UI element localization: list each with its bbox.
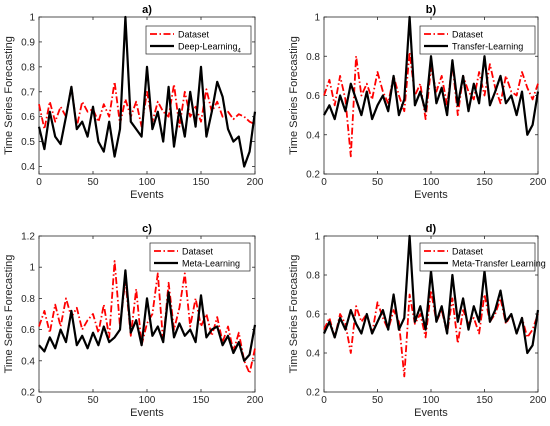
legend: Dataset Meta-Learning bbox=[149, 242, 251, 272]
y-tick-label: 0.8 bbox=[21, 62, 35, 73]
y-tick-label: 0.6 bbox=[21, 325, 35, 336]
y-tick-label: 0.8 bbox=[306, 271, 320, 282]
x-tick-label: 200 bbox=[247, 395, 264, 406]
panel-title: b) bbox=[426, 4, 437, 16]
x-tick-label: 0 bbox=[36, 177, 42, 188]
y-tick-label: 0.9 bbox=[21, 37, 35, 48]
x-axis-label: Events bbox=[130, 407, 164, 419]
y-axis-label: Time Series Forecasting bbox=[3, 36, 15, 155]
y-tick-label: 1 bbox=[29, 263, 35, 274]
legend-label: Dataset bbox=[452, 30, 484, 40]
y-tick-label: 0.4 bbox=[306, 130, 320, 141]
x-axis-label: Events bbox=[414, 189, 448, 201]
series-line-transfer-learning bbox=[323, 15, 540, 136]
x-tick-label: 100 bbox=[423, 395, 440, 406]
y-axis-label: Time Series Forecasting bbox=[288, 36, 300, 155]
x-tick-label: 0 bbox=[36, 395, 42, 406]
y-tick-label: 0.8 bbox=[21, 294, 35, 305]
x-tick-label: 50 bbox=[372, 395, 384, 406]
chart-panel-4: 0 50 100 150 200 0.2 0.4 0.6 0.8 1 d) Events Time Se… bbox=[288, 223, 547, 419]
legend-label-subscript: 4 bbox=[238, 49, 242, 55]
y-tick-label: 0.6 bbox=[21, 112, 35, 123]
series-line-meta-learning bbox=[38, 269, 257, 362]
x-tick-label: 0 bbox=[321, 177, 327, 188]
y-tick-label: 0.4 bbox=[306, 349, 320, 360]
y-tick-label: 0.4 bbox=[21, 356, 35, 367]
series-line-dataset bbox=[38, 260, 256, 375]
y-tick-label: 1 bbox=[314, 13, 320, 24]
panel-title: a) bbox=[142, 4, 152, 16]
legend-label: Meta-Learning bbox=[182, 259, 240, 269]
x-tick-label: 0 bbox=[321, 395, 327, 406]
y-tick-label: 0.2 bbox=[306, 388, 320, 399]
chart-panel-3: 0 50 100 150 200 0.2 0.4 0.6 0.8 1 1.2 c) Events Time… bbox=[3, 223, 264, 419]
x-tick-label: 100 bbox=[139, 395, 156, 406]
y-tick-label: 1.2 bbox=[21, 232, 35, 243]
chart-panel-2: 0 50 100 150 200 0.2 0.4 0.6 0.8 1 b) Events Time Se… bbox=[288, 4, 547, 201]
series-line-deep-learning bbox=[37, 15, 257, 168]
x-tick-label: 100 bbox=[423, 177, 440, 188]
y-tick-label: 0.2 bbox=[306, 170, 320, 181]
x-tick-label: 200 bbox=[247, 177, 264, 188]
x-tick-label: 150 bbox=[476, 395, 493, 406]
legend-label: Deep-Learning4 bbox=[178, 42, 242, 55]
legend-label: Dataset bbox=[452, 247, 484, 257]
legend-label: Dataset bbox=[178, 30, 210, 40]
y-tick-label: 0.7 bbox=[21, 87, 35, 98]
x-tick-label: 150 bbox=[476, 177, 493, 188]
x-tick-label: 200 bbox=[530, 395, 547, 406]
chart-panel-1: 0 50 100 150 200 0.4 0.5 0.6 0.7 0.8 0.9 1 a) Events T… bbox=[3, 4, 264, 201]
legend-box bbox=[419, 242, 536, 272]
x-tick-label: 150 bbox=[193, 395, 210, 406]
legend: Dataset Meta-Transfer Learning bbox=[419, 242, 546, 272]
legend-box bbox=[145, 25, 252, 55]
legend-label: Meta-Transfer Learning bbox=[452, 259, 546, 269]
legend: Dataset Transfer-Learning bbox=[419, 25, 536, 55]
y-tick-label: 0.6 bbox=[306, 91, 320, 102]
x-tick-label: 200 bbox=[530, 177, 547, 188]
y-axis-label: Time Series Forecasting bbox=[3, 255, 15, 374]
y-tick-label: 0.4 bbox=[21, 162, 35, 173]
y-tick-label: 0.8 bbox=[306, 52, 320, 63]
panel-title: c) bbox=[142, 223, 152, 235]
legend-label: Transfer-Learning bbox=[452, 42, 523, 52]
y-tick-label: 0.5 bbox=[21, 137, 35, 148]
legend-label: Dataset bbox=[182, 247, 214, 257]
x-tick-label: 50 bbox=[372, 177, 384, 188]
legend: Dataset Deep-Learning4 bbox=[145, 25, 252, 55]
x-tick-label: 50 bbox=[87, 177, 99, 188]
y-axis-label: Time Series Forecasting bbox=[288, 255, 300, 374]
x-axis-label: Events bbox=[414, 407, 448, 419]
x-tick-label: 100 bbox=[139, 177, 156, 188]
x-tick-label: 50 bbox=[87, 395, 99, 406]
y-tick-label: 0.6 bbox=[306, 310, 320, 321]
x-axis-label: Events bbox=[130, 189, 164, 201]
y-tick-label: 1 bbox=[29, 13, 35, 24]
y-tick-label: 1 bbox=[314, 232, 320, 243]
x-tick-label: 150 bbox=[193, 177, 210, 188]
y-tick-label: 0.2 bbox=[21, 388, 35, 399]
legend-box bbox=[149, 242, 251, 272]
panel-title: d) bbox=[426, 223, 437, 235]
series-line-dataset bbox=[323, 51, 539, 158]
legend-box bbox=[419, 25, 536, 55]
